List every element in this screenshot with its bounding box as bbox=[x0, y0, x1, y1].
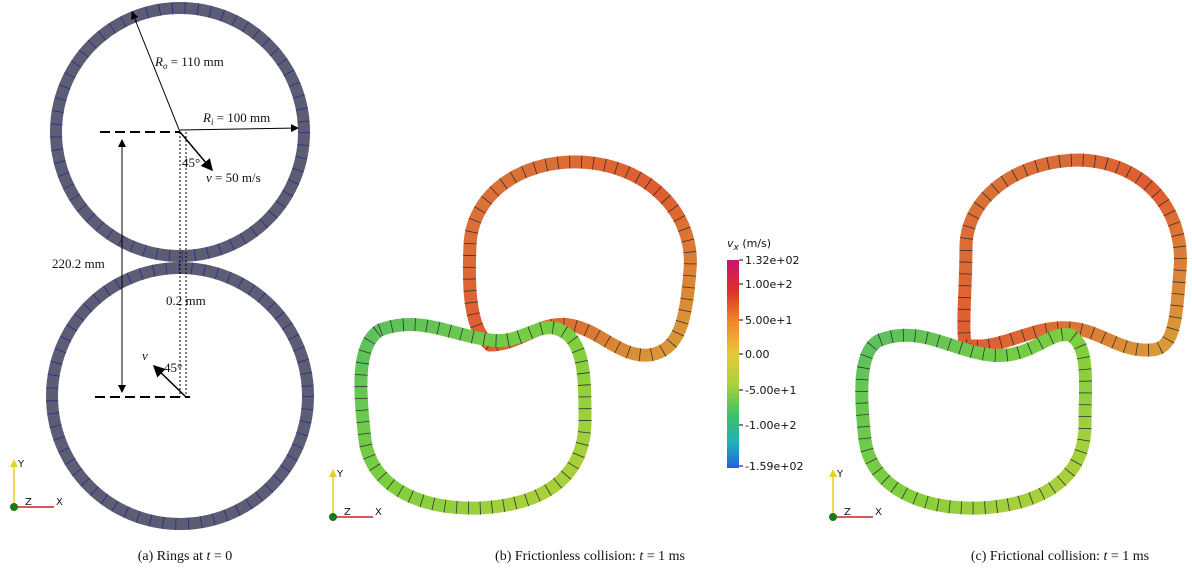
symbol: R bbox=[154, 54, 163, 69]
caption-label: (a) Rings at bbox=[138, 549, 207, 564]
colorbar-title: vx (m/s) bbox=[727, 237, 771, 253]
angle-label: 45° bbox=[182, 155, 200, 170]
caption-label: (b) Frictionless collision: bbox=[495, 549, 639, 564]
inner-radius-arrow bbox=[180, 128, 298, 130]
text: = 100 mm bbox=[213, 110, 270, 125]
gap-label: 0.2 mm bbox=[166, 293, 206, 308]
outer-radius-arrow bbox=[132, 12, 180, 132]
panel-c bbox=[862, 160, 1181, 508]
colorbar-tick-label: 1.00e+2 bbox=[745, 278, 792, 291]
axis-label: Y bbox=[836, 469, 844, 480]
colorbar-scale bbox=[727, 260, 739, 468]
colorbar-tick-label: -1.59e+02 bbox=[745, 460, 803, 473]
velocity-label: v = 50 m/s bbox=[206, 170, 261, 185]
y-arrow bbox=[10, 459, 18, 467]
caption-rest: = 1 ms bbox=[643, 549, 685, 564]
y-arrow bbox=[829, 469, 837, 477]
caption-rest: = 1 ms bbox=[1107, 549, 1149, 564]
unit: (m/s) bbox=[739, 237, 771, 250]
captions: (a) Rings at t = 0 (b) Frictionless colli… bbox=[138, 549, 1149, 564]
text: = 50 m/s bbox=[212, 170, 261, 185]
colorbar-tick-label: -5.00e+1 bbox=[745, 384, 796, 397]
text: = 110 mm bbox=[167, 54, 223, 69]
colorbar-tick-label: 0.00 bbox=[745, 348, 770, 361]
distance-label: 220.2 mm bbox=[52, 256, 105, 271]
outer-radius-label: Ro = 110 mm bbox=[154, 54, 224, 71]
z-axis bbox=[10, 503, 18, 511]
colorbar: vx (m/s) 1.32e+02 1.00e+2 5.00e+1 0.00 -5.00… bbox=[727, 237, 803, 473]
axis-label: Z bbox=[844, 507, 851, 518]
colorbar-tick-label: -1.00e+2 bbox=[745, 419, 796, 432]
figure: Ro = 110 mm Ri = 100 mm 45° v = 50 m/s 2… bbox=[0, 0, 1192, 570]
caption: (b) Frictionless collision: t = 1 ms bbox=[495, 549, 685, 564]
symbol: R bbox=[202, 110, 211, 125]
axis-label: Y bbox=[17, 459, 25, 470]
caption-label: (c) Frictional collision: bbox=[971, 549, 1104, 564]
axis-label: X bbox=[375, 507, 382, 518]
caption-rest: = 0 bbox=[210, 549, 232, 564]
inner-radius-label: Ri = 100 mm bbox=[202, 110, 270, 127]
colorbar-ticks: 1.32e+02 1.00e+2 5.00e+1 0.00 -5.00e+1 -1.00e… bbox=[739, 254, 803, 473]
deformed-bottom-ring bbox=[862, 334, 1086, 508]
axis-label: Z bbox=[25, 497, 32, 508]
z-axis bbox=[329, 513, 337, 521]
z-axis bbox=[829, 513, 837, 521]
panel-b bbox=[361, 162, 690, 508]
colorbar-tick-label: 5.00e+1 bbox=[745, 314, 792, 327]
axis-label: Z bbox=[344, 507, 351, 518]
colorbar-tick-label: 1.32e+02 bbox=[745, 254, 799, 267]
panel-a: Ro = 110 mm Ri = 100 mm 45° v = 50 m/s 2… bbox=[52, 8, 308, 524]
axis-label: X bbox=[56, 497, 63, 508]
caption: (c) Frictional collision: t = 1 ms bbox=[971, 549, 1149, 564]
velocity-label: v bbox=[142, 348, 148, 363]
deformed-top-ring bbox=[964, 160, 1181, 350]
axis-label: Y bbox=[336, 469, 344, 480]
y-arrow bbox=[329, 469, 337, 477]
deformed-bottom-ring bbox=[361, 325, 585, 509]
caption: (a) Rings at t = 0 bbox=[138, 549, 233, 564]
angle-label: 45° bbox=[164, 360, 182, 375]
axis-label: X bbox=[875, 507, 882, 518]
